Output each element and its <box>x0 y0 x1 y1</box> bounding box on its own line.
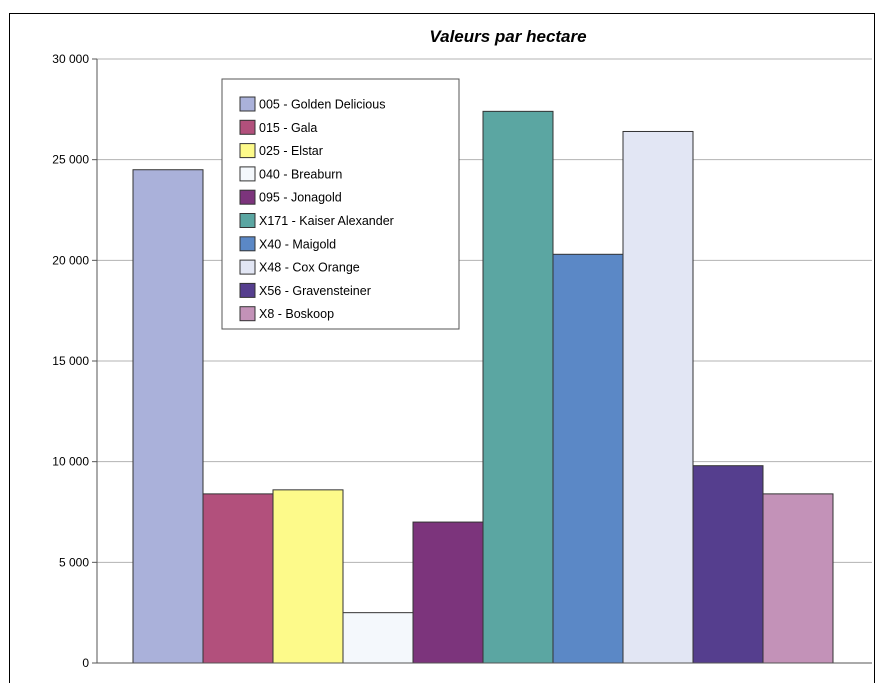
legend-label: X56 - Gravensteiner <box>259 284 371 298</box>
legend-swatch <box>239 189 256 205</box>
bar <box>202 493 274 664</box>
legend-label: X171 - Kaiser Alexander <box>259 214 394 228</box>
bar <box>412 521 484 664</box>
bar <box>692 465 764 664</box>
legend-label: 040 - Breaburn <box>259 167 342 181</box>
y-tick-label: 20 000 <box>52 253 89 267</box>
bar <box>342 612 414 664</box>
y-tick-label: 5 000 <box>59 555 89 569</box>
bar <box>552 253 624 664</box>
y-tick-label: 30 000 <box>52 52 89 66</box>
legend: 005 - Golden Delicious 015 - Gala 025 - El… <box>221 78 460 330</box>
legend-swatch <box>239 259 256 275</box>
legend-label: 025 - Elstar <box>259 144 323 158</box>
y-tick-label: 15 000 <box>52 354 89 368</box>
legend-swatch <box>239 119 256 135</box>
bar <box>482 110 554 664</box>
y-tick-label: 25 000 <box>52 153 89 167</box>
legend-swatch <box>239 282 256 298</box>
bar <box>272 489 344 664</box>
y-tick-label: 0 <box>82 656 89 670</box>
y-tick-labels: 0 5 000 10 000 15 000 20 000 25 000 30 000 <box>52 52 97 670</box>
legend-swatch <box>239 166 256 182</box>
legend-swatch <box>239 306 256 322</box>
legend-label: 015 - Gala <box>259 121 317 135</box>
legend-swatch <box>239 96 256 112</box>
bar <box>622 130 694 664</box>
legend-label: X40 - Maigold <box>259 237 336 251</box>
legend-swatch <box>239 213 256 228</box>
legend-label: X8 - Boskoop <box>259 307 334 321</box>
chart-title: Valeurs par hectare <box>429 27 586 46</box>
legend-label: X48 - Cox Orange <box>259 261 360 275</box>
bar <box>762 493 834 664</box>
bars <box>132 110 834 664</box>
legend-label: 005 - Golden Delicious <box>259 98 385 112</box>
y-tick-label: 10 000 <box>52 455 89 469</box>
legend-label: 095 - Jonagold <box>259 191 342 205</box>
legend-swatch <box>239 143 256 159</box>
legend-box <box>221 78 460 330</box>
legend-swatch <box>239 236 256 252</box>
bar <box>132 169 204 664</box>
